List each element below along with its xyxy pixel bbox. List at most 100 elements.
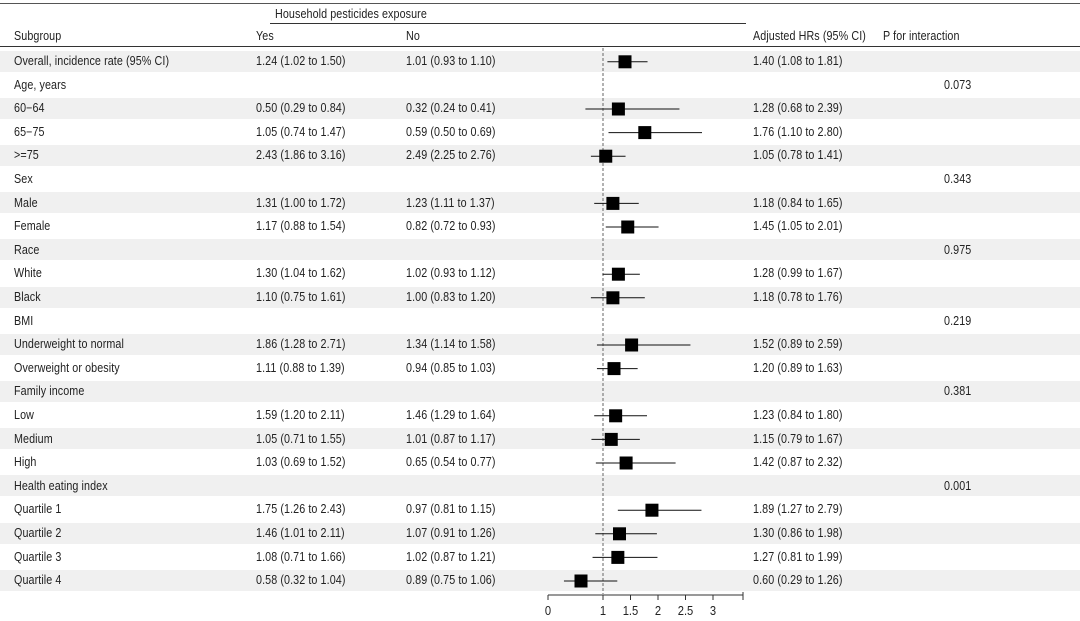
cell-yes: 1.86 (1.28 to 2.71) (256, 337, 346, 352)
cell-yes: 1.11 (0.88 to 1.39) (256, 360, 345, 375)
cell-yes: 1.24 (1.02 to 1.50) (256, 54, 346, 68)
hr-point (604, 432, 618, 446)
hr-point (611, 267, 625, 281)
cell-yes: 1.59 (1.20 to 2.11) (256, 408, 345, 422)
row-band (0, 428, 1080, 450)
hr-point (625, 338, 639, 352)
cell-yes: 1.75 (1.26 to 2.43) (256, 502, 346, 517)
cell-label: Underweight to normal (14, 337, 124, 352)
row-band (0, 522, 1080, 544)
cell-yes: 2.43 (1.86 to 3.16) (256, 148, 346, 163)
cell-no: 0.97 (0.81 to 1.15) (406, 502, 496, 517)
cell-p: 0.381 (944, 384, 972, 399)
cell-hr: 1.89 (1.27 to 2.79) (753, 502, 843, 517)
hr-point (606, 291, 620, 305)
cell-yes: 1.46 (1.01 to 2.11) (256, 526, 345, 540)
hr-point (618, 55, 632, 69)
cell-hr: 1.45 (1.05 to 2.01) (753, 219, 843, 234)
group-title-rule (270, 23, 746, 24)
cell-label: Female (14, 219, 51, 234)
cell-hr: 1.42 (0.87 to 2.32) (753, 455, 843, 470)
cell-hr: 1.27 (0.81 to 1.99) (753, 549, 843, 564)
col-subgroup-header: Subgroup (14, 29, 62, 43)
cell-label: Black (14, 290, 41, 304)
cell-label: Age, years (14, 77, 67, 92)
row-band (0, 569, 1080, 591)
cell-label: Quartile 1 (14, 502, 62, 517)
cell-hr: 1.05 (0.78 to 1.41) (753, 148, 843, 163)
cell-p: 0.343 (944, 172, 972, 186)
cell-label: Family income (14, 384, 85, 399)
hr-point (613, 527, 626, 541)
cell-no: 1.23 (1.11 to 1.37) (406, 195, 495, 210)
cell-hr: 1.30 (0.86 to 1.98) (753, 526, 843, 540)
cell-label: High (14, 455, 37, 470)
cell-yes: 1.08 (0.71 to 1.66) (256, 549, 346, 564)
cell-p: 0.219 (944, 313, 972, 328)
x-tick-label: 2 (655, 603, 661, 618)
hr-point (599, 149, 613, 163)
cell-no: 0.82 (0.72 to 0.93) (406, 219, 496, 234)
cell-hr: 1.23 (0.84 to 1.80) (753, 408, 843, 422)
cell-yes: 0.58 (0.32 to 1.04) (256, 573, 346, 588)
hr-point (574, 574, 588, 588)
row-band (0, 144, 1080, 166)
cell-label: Low (14, 408, 34, 422)
cell-hr: 1.52 (0.89 to 2.59) (753, 337, 843, 352)
cell-hr: 1.18 (0.84 to 1.65) (753, 195, 843, 210)
cell-label: Sex (14, 172, 33, 186)
cell-hr: 1.76 (1.10 to 2.80) (753, 124, 843, 139)
cell-no: 1.00 (0.83 to 1.20) (406, 290, 496, 304)
cell-no: 0.32 (0.24 to 0.41) (406, 101, 496, 116)
hr-point (619, 456, 633, 470)
cell-p: 0.975 (944, 242, 972, 257)
cell-label: Quartile 4 (14, 573, 62, 588)
cell-no: 1.01 (0.87 to 1.17) (406, 431, 496, 446)
cell-no: 0.89 (0.75 to 1.06) (406, 573, 496, 588)
hr-point (611, 550, 625, 564)
hr-point (606, 196, 620, 210)
cell-hr: 1.28 (0.68 to 2.39) (753, 101, 843, 116)
col-hr-header: Adjusted HRs (95% CI) (753, 29, 866, 43)
cell-label: Male (14, 195, 38, 210)
cell-no: 0.65 (0.54 to 0.77) (406, 455, 496, 470)
row-band (0, 475, 1080, 497)
cell-no: 0.59 (0.50 to 0.69) (406, 124, 496, 139)
row-band (0, 333, 1080, 355)
top-rule (0, 3, 1080, 4)
hr-point (609, 409, 623, 423)
cell-label: Quartile 2 (14, 526, 62, 540)
cell-p: 0.001 (944, 478, 972, 493)
row-band (0, 50, 1080, 72)
cell-no: 1.34 (1.14 to 1.58) (406, 337, 496, 352)
cell-no: 1.01 (0.93 to 1.10) (406, 54, 496, 68)
row-band (0, 286, 1080, 308)
cell-no: 2.49 (2.25 to 2.76) (406, 148, 496, 163)
cell-hr: 1.18 (0.78 to 1.76) (753, 290, 843, 304)
header-rule (0, 46, 1080, 47)
col-p-header: P for interaction (883, 29, 960, 43)
hr-point (638, 126, 652, 140)
x-tick-label: 3 (710, 603, 716, 618)
hr-point (645, 503, 659, 517)
row-band (0, 380, 1080, 402)
cell-label: Overall, incidence rate (95% CI) (14, 54, 170, 68)
cell-hr: 1.28 (0.99 to 1.67) (753, 266, 843, 281)
cell-no: 1.02 (0.93 to 1.12) (406, 266, 496, 281)
cell-yes: 1.10 (0.75 to 1.61) (256, 290, 346, 304)
x-tick-label: 1 (600, 603, 606, 618)
cell-label: Health eating index (14, 478, 108, 493)
cell-label: Medium (14, 431, 53, 446)
cell-no: 1.02 (0.87 to 1.21) (406, 549, 496, 564)
x-tick-label: 2.5 (678, 603, 694, 618)
cell-yes: 1.05 (0.71 to 1.55) (256, 431, 346, 446)
cell-yes: 1.17 (0.88 to 1.54) (256, 219, 346, 234)
x-tick-label: 1.5 (623, 603, 639, 618)
x-tick-label: 0 (545, 603, 551, 618)
cell-label: 65−75 (14, 124, 45, 139)
cell-hr: 1.15 (0.79 to 1.67) (753, 431, 843, 446)
cell-label: BMI (14, 313, 34, 328)
cell-no: 1.46 (1.29 to 1.64) (406, 408, 496, 422)
